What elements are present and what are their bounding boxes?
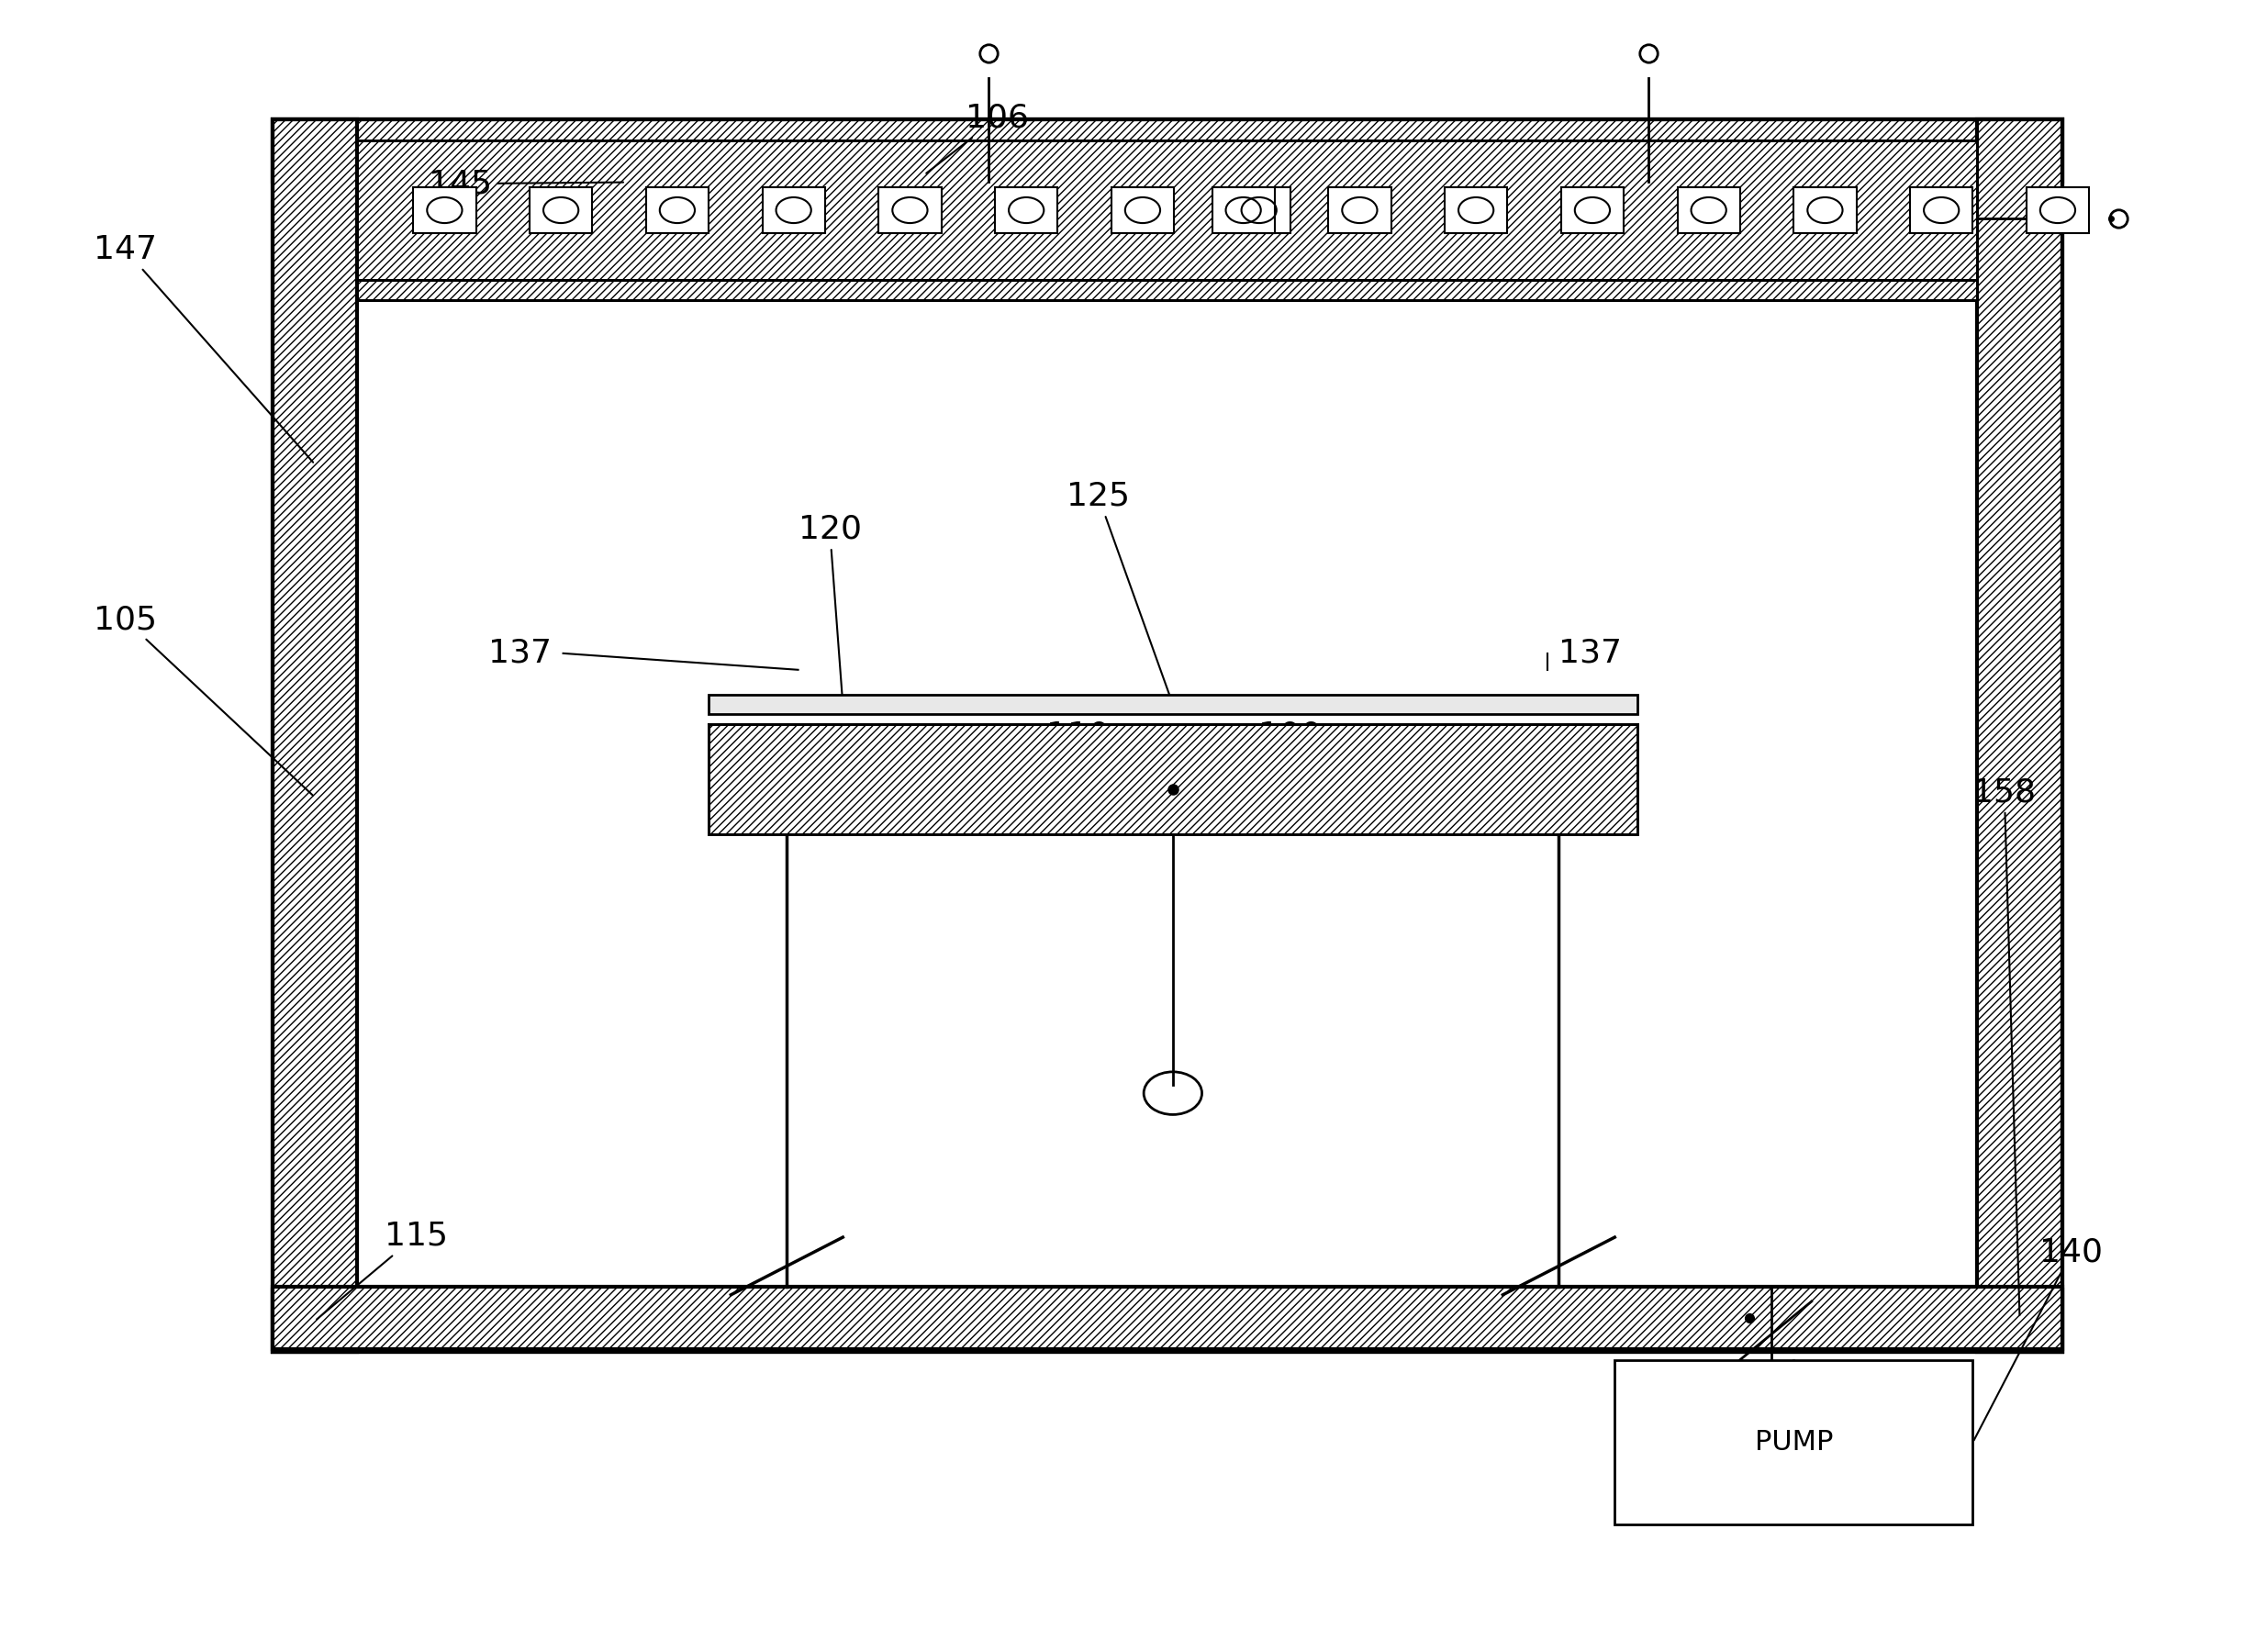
Bar [709, 724, 1637, 834]
Bar [1212, 187, 1275, 233]
Bar [1794, 187, 1857, 233]
Bar [1111, 187, 1174, 233]
Text: 115: 115 [317, 1221, 447, 1320]
Text: 140: 140 [1973, 1237, 2104, 1441]
Text: 120: 120 [797, 514, 862, 702]
Text: PUMP: PUMP [1756, 1429, 1832, 1455]
Bar [357, 140, 1978, 281]
Bar [272, 119, 357, 1353]
Bar [995, 187, 1057, 233]
Bar [357, 152, 1978, 198]
Bar [272, 119, 2063, 182]
Text: 145: 145 [429, 169, 624, 200]
Bar [272, 1287, 2063, 1350]
Bar [1228, 187, 1291, 233]
Bar [357, 140, 1978, 281]
Text: 106: 106 [927, 102, 1028, 173]
Text: 125: 125 [1066, 481, 1172, 702]
Bar [272, 119, 2063, 1353]
Bar [709, 724, 1637, 834]
Bar [647, 187, 709, 233]
Bar [357, 281, 1978, 299]
Bar [357, 152, 1978, 198]
Bar [1910, 187, 1973, 233]
Bar [763, 187, 824, 233]
Bar [1329, 187, 1392, 233]
Bar [357, 281, 1978, 299]
Bar [1446, 187, 1506, 233]
Text: 100: 100 [1259, 720, 1322, 752]
Bar [413, 187, 476, 233]
Bar [1978, 119, 2063, 1353]
Text: 105: 105 [94, 605, 312, 796]
Bar [709, 694, 1637, 714]
Text: 137: 137 [1558, 638, 1623, 669]
Bar [1677, 187, 1740, 233]
Bar [530, 187, 593, 233]
Bar [878, 187, 941, 233]
Bar [2027, 187, 2090, 233]
Text: 147: 147 [94, 235, 312, 463]
Bar [1614, 1360, 1973, 1525]
Text: 158: 158 [1973, 776, 2036, 1315]
Text: 137: 137 [489, 638, 552, 669]
Text: 110: 110 [1046, 720, 1109, 752]
Bar [1560, 187, 1623, 233]
Bar [272, 1290, 2063, 1353]
